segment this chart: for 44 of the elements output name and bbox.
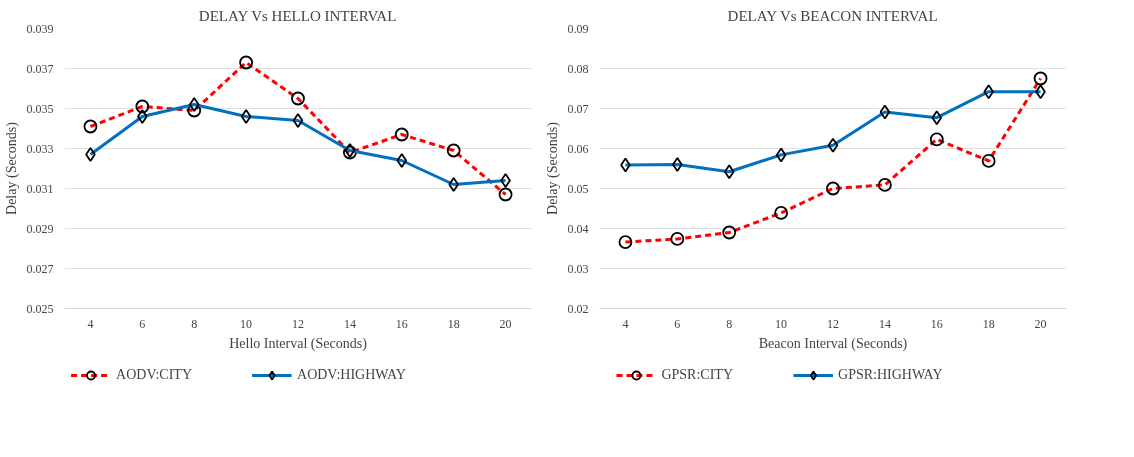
x-tick-label: 16 — [930, 316, 943, 331]
y-tick-label: 0.039 — [26, 21, 54, 36]
y-axis-title: Delay (Seconds) — [3, 121, 20, 215]
x-tick-label: 6 — [139, 316, 146, 331]
y-tick-label: 0.025 — [26, 301, 54, 316]
x-tick-label: 12 — [827, 316, 839, 331]
x-tick-label: 14 — [343, 316, 356, 331]
x-axis-title: Hello Interval (Seconds) — [229, 335, 368, 352]
y-tick-label: 0.07 — [567, 101, 589, 116]
y-tick-label: 0.05 — [567, 181, 589, 196]
chart-title: DELAY Vs HELLO INTERVAL — [198, 7, 397, 24]
x-tick-label: 20 — [1034, 316, 1047, 331]
legend-label: AODV:HIGHWAY — [297, 367, 406, 383]
y-tick-label: 0.06 — [567, 141, 589, 156]
x-tick-label: 14 — [878, 316, 891, 331]
chart-title: DELAY Vs BEACON INTERVAL — [727, 7, 938, 24]
y-tick-label: 0.03 — [567, 261, 589, 276]
x-tick-label: 18 — [447, 316, 460, 331]
x-tick-label: 6 — [674, 316, 681, 331]
x-tick-label: 18 — [982, 316, 995, 331]
y-tick-label: 0.037 — [26, 61, 54, 76]
y-tick-label: 0.09 — [567, 21, 589, 36]
legend-label: AODV:CITY — [116, 367, 193, 383]
legend-label: GPSR:CITY — [661, 367, 734, 383]
y-tick-label: 0.04 — [567, 221, 589, 236]
x-tick-label: 4 — [622, 316, 629, 331]
x-tick-label: 20 — [499, 316, 512, 331]
y-tick-label: 0.02 — [567, 301, 589, 316]
x-tick-label: 12 — [292, 316, 304, 331]
x-axis-title: Beacon Interval (Seconds) — [758, 335, 908, 352]
x-tick-label: 8 — [191, 316, 198, 331]
x-tick-label: 10 — [240, 316, 253, 331]
x-tick-label: 16 — [395, 316, 408, 331]
y-tick-label: 0.031 — [26, 181, 54, 196]
y-tick-label: 0.035 — [26, 101, 54, 116]
y-tick-label: 0.08 — [567, 61, 589, 76]
y-tick-label: 0.029 — [26, 221, 54, 236]
y-axis-title: Delay (Seconds) — [544, 121, 561, 215]
y-tick-label: 0.027 — [26, 261, 54, 276]
x-tick-label: 10 — [775, 316, 788, 331]
legend-label: GPSR:HIGHWAY — [838, 367, 943, 383]
x-tick-label: 8 — [726, 316, 733, 331]
x-tick-label: 4 — [87, 316, 94, 331]
y-tick-label: 0.033 — [26, 141, 54, 156]
